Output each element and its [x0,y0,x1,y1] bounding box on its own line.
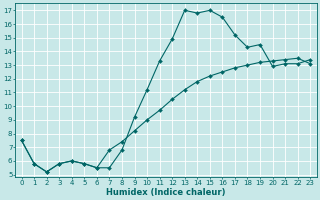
X-axis label: Humidex (Indice chaleur): Humidex (Indice chaleur) [106,188,226,197]
